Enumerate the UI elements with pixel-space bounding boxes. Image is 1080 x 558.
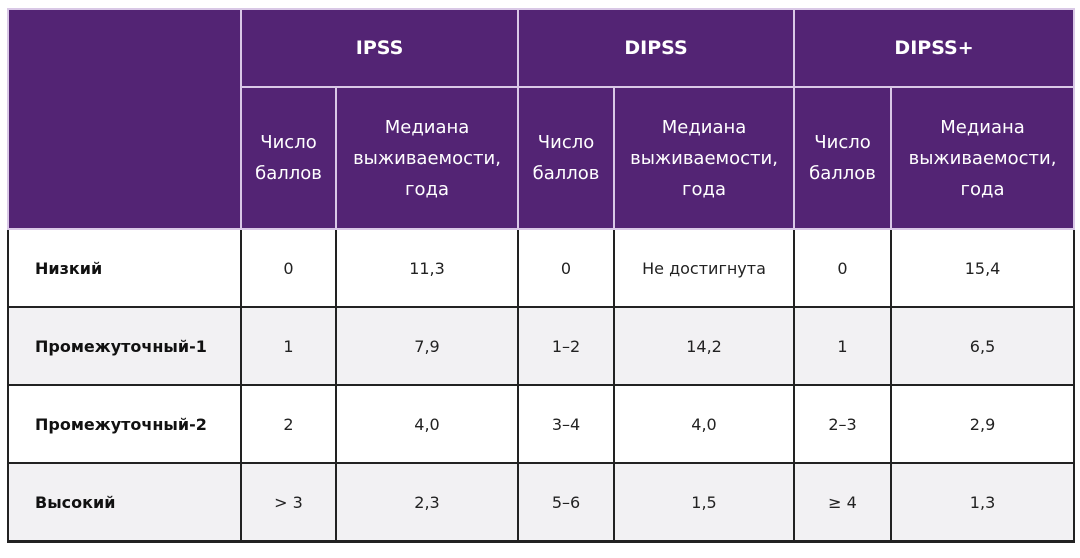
header-dipss-plus: DIPSS+	[793, 8, 1076, 88]
header-row-groups: IPSS DIPSS DIPSS+	[7, 8, 1076, 230]
ipss-median-cell: 4,0	[334, 384, 520, 464]
header-dipssp-median: Медиана выживаемости, года	[890, 86, 1076, 230]
ipss-median-cell: 2,3	[334, 462, 520, 543]
header-ipss-median: Медиана выживаемости, года	[334, 86, 520, 230]
ipss-median-cell: 11,3	[334, 228, 520, 308]
ipss-score-cell: > 3	[240, 462, 337, 543]
risk-group-label: Высокий	[7, 462, 242, 543]
header-ipss-score: Число баллов	[240, 86, 337, 230]
dipssp-score-cell: ≥ 4	[793, 462, 893, 543]
ipss-score-cell: 0	[240, 228, 337, 308]
dipssp-score-cell: 1	[793, 306, 893, 386]
dipss-score-cell: 3–4	[517, 384, 616, 464]
dipssp-score-cell: 2–3	[793, 384, 893, 464]
dipss-median-cell: 14,2	[613, 306, 796, 386]
dipss-median-cell: Не достигнута	[613, 228, 796, 308]
prognostic-scores-table: IPSS DIPSS DIPSS+ Число баллов Медиана в…	[7, 8, 1076, 543]
table-row: Промежуточный-1 1 7,9 1–2 14,2 1 6,5	[7, 306, 1076, 386]
dipss-median-cell: 1,5	[613, 462, 796, 543]
header-dipss-median: Медиана выживаемости, года	[613, 86, 796, 230]
risk-group-label: Низкий	[7, 228, 242, 308]
header-dipssp-score: Число баллов	[793, 86, 893, 230]
risk-group-label: Промежуточный-2	[7, 384, 242, 464]
dipssp-median-cell: 1,3	[890, 462, 1076, 543]
header-row-sub: Число баллов Медиана выживаемости, года …	[8, 86, 1076, 230]
table-row: Низкий 0 11,3 0 Не достигнута 0 15,4	[7, 228, 1076, 308]
dipssp-median-cell: 2,9	[890, 384, 1076, 464]
header-dipss-score: Число баллов	[517, 86, 616, 230]
dipss-score-cell: 0	[517, 228, 616, 308]
table-row: Высокий > 3 2,3 5–6 1,5 ≥ 4 1,3	[7, 462, 1076, 543]
ipss-score-cell: 1	[240, 306, 337, 386]
dipssp-score-cell: 0	[793, 228, 893, 308]
ipss-median-cell: 7,9	[334, 306, 520, 386]
dipssp-median-cell: 15,4	[890, 228, 1076, 308]
dipssp-median-cell: 6,5	[890, 306, 1076, 386]
header-corner-cell	[7, 8, 242, 230]
table-row: Промежуточный-2 2 4,0 3–4 4,0 2–3 2,9	[7, 384, 1076, 464]
dipss-median-cell: 4,0	[613, 384, 796, 464]
dipss-score-cell: 1–2	[517, 306, 616, 386]
dipss-score-cell: 5–6	[517, 462, 616, 543]
header-dipss: DIPSS	[517, 8, 796, 88]
risk-group-label: Промежуточный-1	[7, 306, 242, 386]
ipss-score-cell: 2	[240, 384, 337, 464]
header-ipss: IPSS	[239, 8, 520, 88]
